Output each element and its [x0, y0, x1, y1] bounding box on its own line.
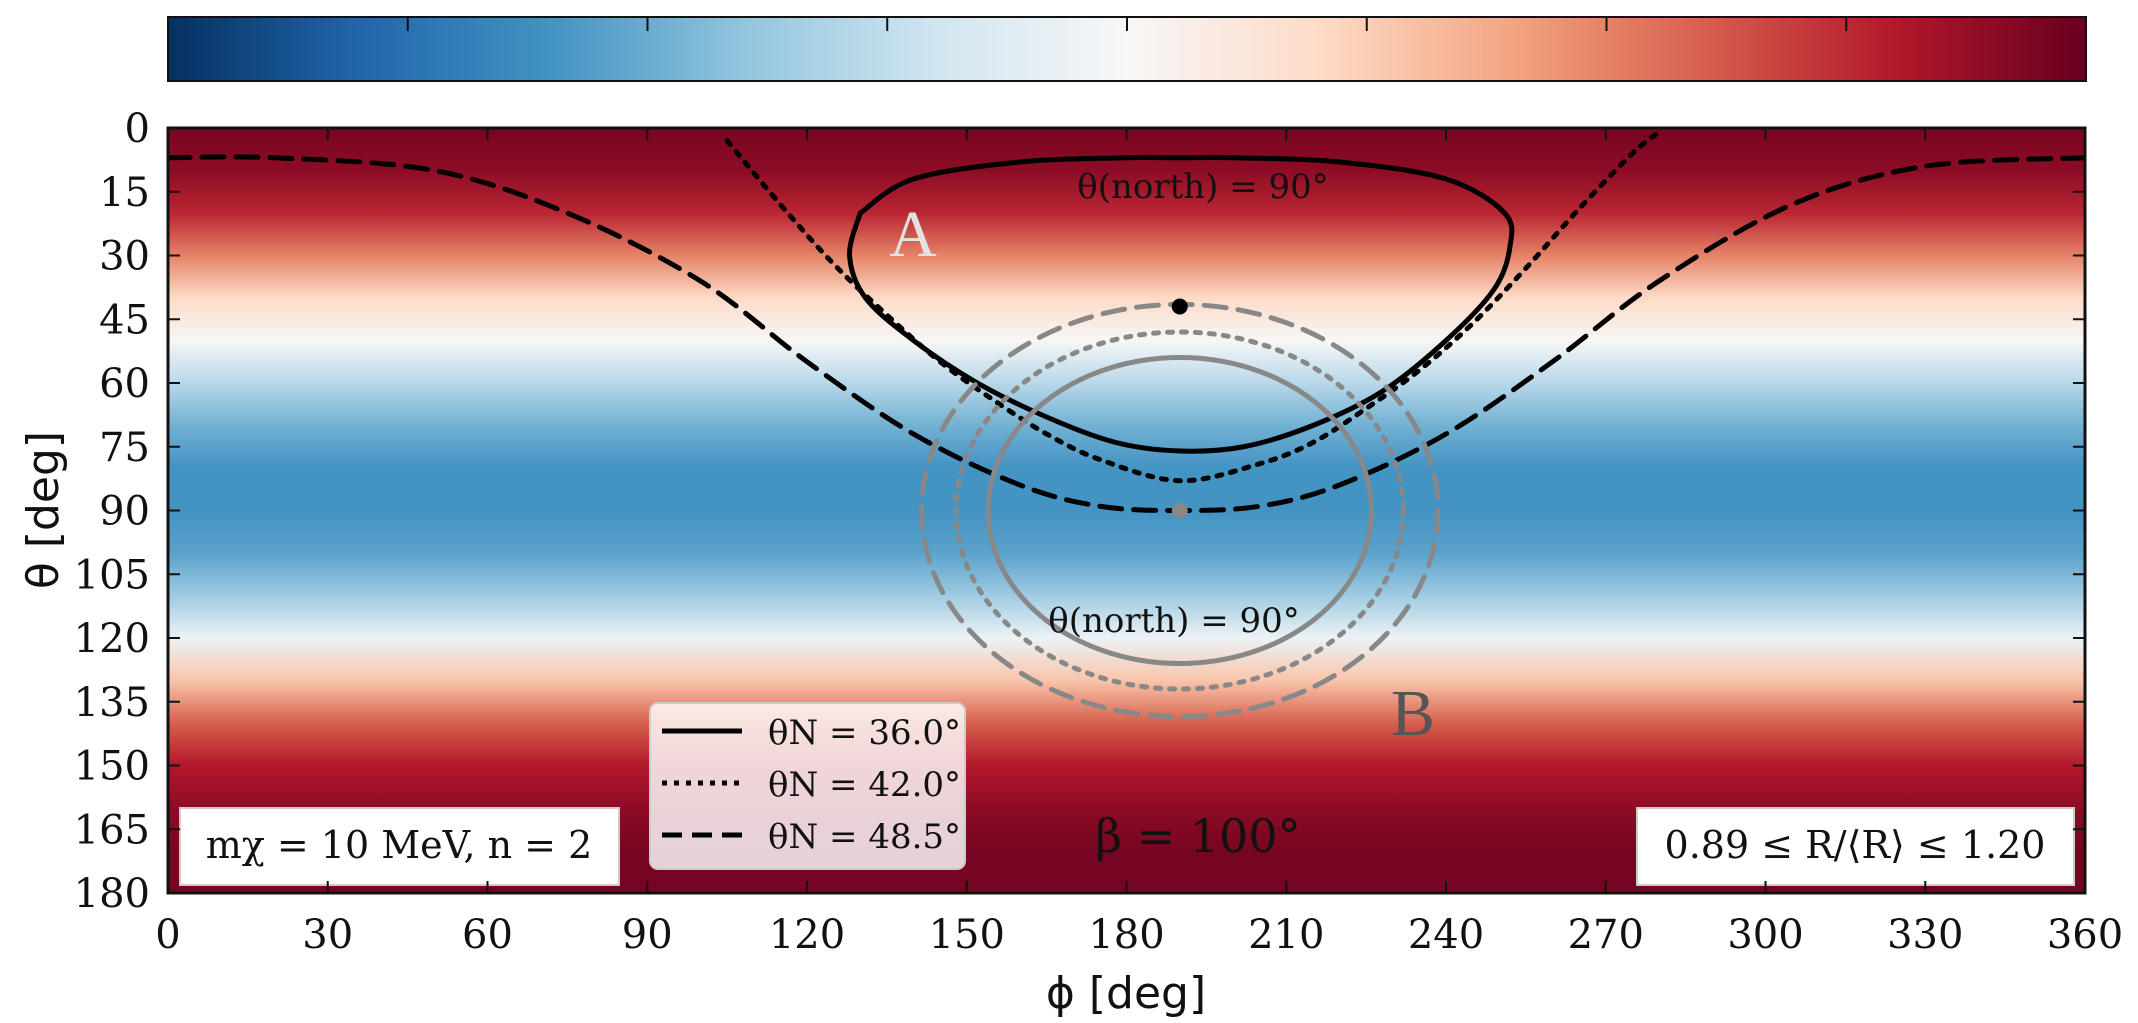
- label-a: A: [889, 198, 937, 271]
- x-tick-label: 0: [155, 912, 180, 958]
- y-tick-label: 135: [74, 680, 150, 726]
- legend-label-dashed: θN = 48.5°: [768, 817, 961, 857]
- marker-point: [1171, 502, 1188, 519]
- curve-dotted: [724, 129, 1662, 484]
- x-tick-label: 270: [1568, 912, 1644, 958]
- annotation-north-top: θ(north) = 90°: [1077, 167, 1329, 207]
- label-b: B: [1391, 677, 1435, 750]
- y-tick-label: 165: [74, 807, 150, 853]
- x-tick-label: 180: [1088, 912, 1164, 958]
- legend-box: [649, 702, 966, 870]
- y-tick-label: 90: [99, 489, 150, 535]
- x-tick-label: 60: [462, 912, 513, 958]
- legend-label-solid: θN = 36.0°: [768, 713, 961, 753]
- x-tick-label: 210: [1248, 912, 1324, 958]
- info-box-right-text: 0.89 ≤ R/⟨R⟩ ≤ 1.20: [1665, 823, 2046, 867]
- x-tick-label: 360: [2047, 912, 2123, 958]
- y-tick-label: 180: [74, 871, 150, 917]
- x-tick-label: 150: [929, 912, 1005, 958]
- y-tick-label: 45: [99, 297, 150, 343]
- x-tick-label: 330: [1887, 912, 1963, 958]
- x-tick-label: 90: [622, 912, 673, 958]
- y-tick-label: 30: [99, 234, 150, 280]
- beta-label: β = 100°: [1095, 809, 1300, 863]
- annotation-north-bottom: θ(north) = 90°: [1048, 601, 1300, 641]
- colorbar-ticks: [406, 17, 1848, 31]
- x-tick-label: 240: [1408, 912, 1484, 958]
- legend: θN = 36.0° θN = 42.0° θN = 48.5°: [649, 702, 966, 870]
- axis-ticks: 0 30 60 90 120 150 180 210 240 270 300 330 360 0 15 30 4…: [74, 106, 2124, 958]
- y-tick-label: 150: [74, 744, 150, 790]
- curves: [168, 129, 2085, 720]
- x-tick-label: 30: [302, 912, 353, 958]
- ellipse-dotted: [953, 329, 1406, 692]
- y-tick-label: 105: [74, 552, 150, 598]
- y-tick-label: 75: [99, 425, 150, 471]
- legend-label-dotted: θN = 42.0°: [768, 765, 961, 805]
- curve-dashed: [168, 154, 2085, 513]
- info-box-left-text: mχ = 10 MeV, n = 2: [206, 823, 593, 867]
- y-tick-label: 60: [99, 361, 150, 407]
- info-box-left: [179, 807, 620, 886]
- info-box-right: [1636, 807, 2075, 886]
- ellipse-solid: [985, 355, 1374, 666]
- y-axis-label: θ [deg]: [18, 431, 69, 589]
- x-axis-label: ϕ [deg]: [1046, 968, 1206, 1019]
- y-tick-label: 15: [99, 170, 150, 216]
- x-tick-label: 300: [1727, 912, 1803, 958]
- y-tick-label: 120: [74, 616, 150, 662]
- heatmap: [168, 128, 2085, 893]
- y-tick-label: 0: [125, 106, 150, 152]
- marker-point: [1171, 298, 1188, 315]
- x-tick-label: 120: [769, 912, 845, 958]
